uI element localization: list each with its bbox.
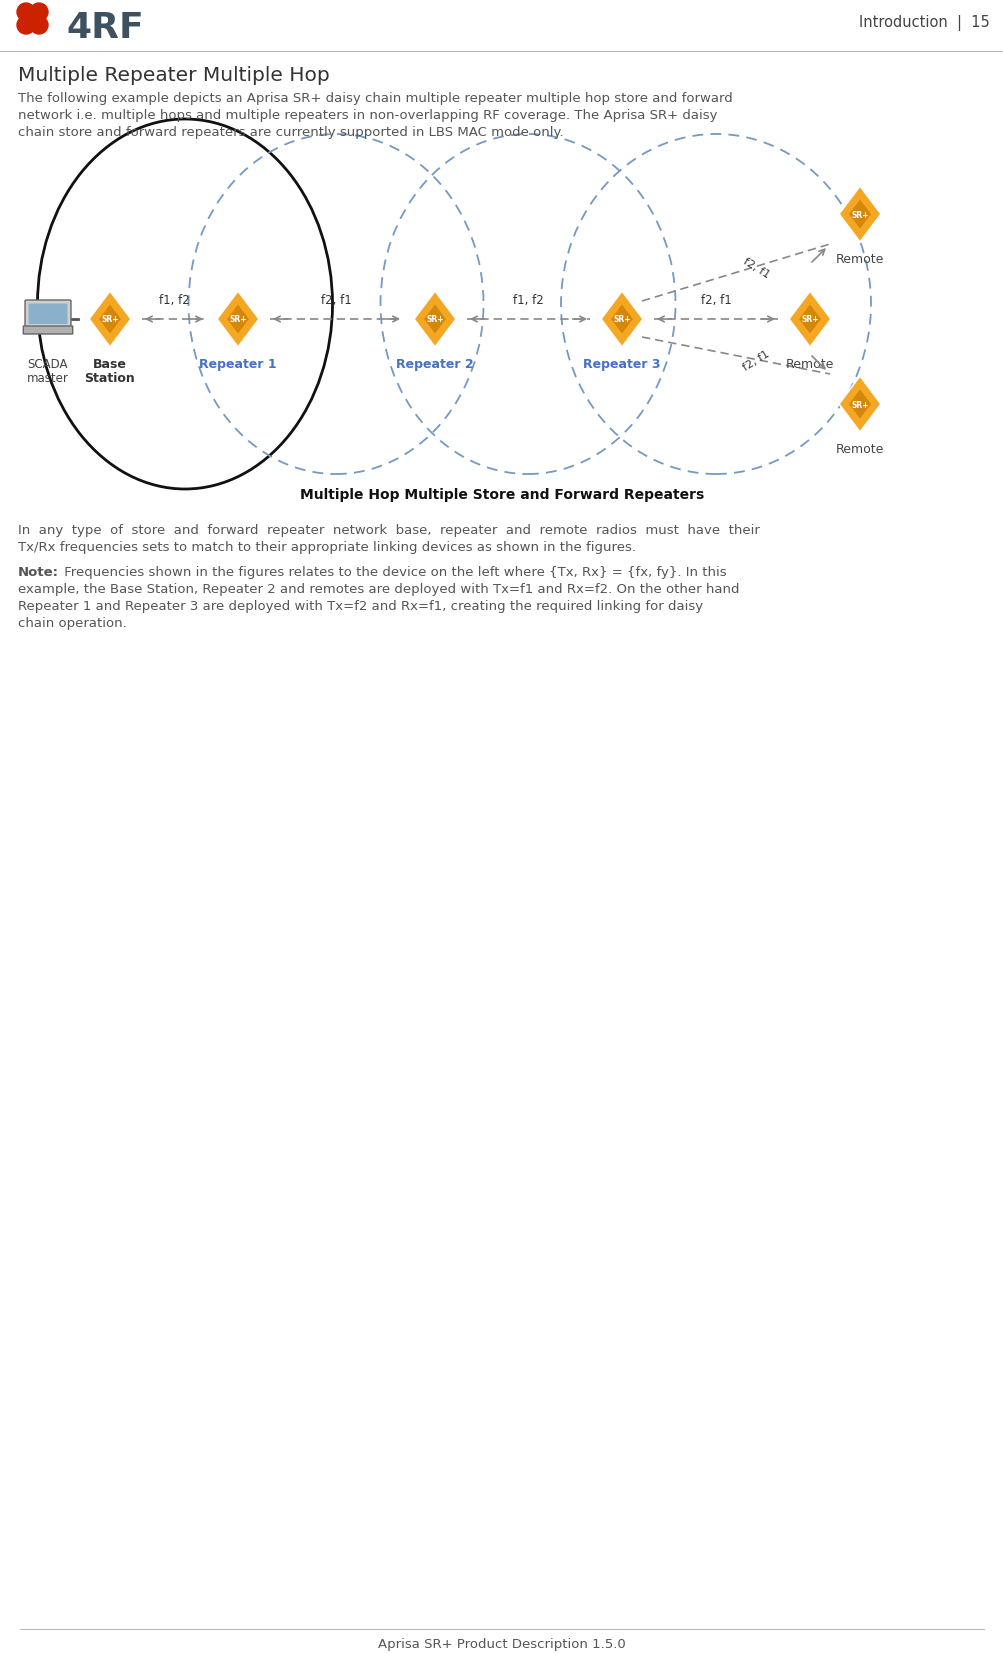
Text: f2, f1: f2, f1 xyxy=(320,295,351,306)
Text: network i.e. multiple hops and multiple repeaters in non-overlapping RF coverage: network i.e. multiple hops and multiple … xyxy=(18,109,717,122)
Text: Station: Station xyxy=(84,372,135,384)
Text: Repeater 2: Repeater 2 xyxy=(396,357,473,371)
Text: f2, f1: f2, f1 xyxy=(700,295,730,306)
Polygon shape xyxy=(227,305,249,334)
Circle shape xyxy=(30,17,48,35)
Text: Introduction  |  15: Introduction | 15 xyxy=(859,15,989,31)
Circle shape xyxy=(17,17,35,35)
Text: In  any  type  of  store  and  forward  repeater  network  base,  repeater  and : In any type of store and forward repeate… xyxy=(18,523,759,536)
Text: f1, f2: f1, f2 xyxy=(158,295,190,306)
Polygon shape xyxy=(99,305,120,334)
Text: 4RF: 4RF xyxy=(66,12,143,45)
Text: Multiple Hop Multiple Store and Forward Repeaters: Multiple Hop Multiple Store and Forward … xyxy=(300,488,703,501)
Polygon shape xyxy=(413,291,455,348)
Text: SR+: SR+ xyxy=(851,401,868,409)
Text: SR+: SR+ xyxy=(613,316,630,324)
Text: SR+: SR+ xyxy=(851,210,868,220)
Polygon shape xyxy=(849,391,870,419)
Text: SCADA: SCADA xyxy=(28,357,68,371)
Text: Aprisa SR+ Product Description 1.5.0: Aprisa SR+ Product Description 1.5.0 xyxy=(378,1637,625,1650)
Text: Repeater 1 and Repeater 3 are deployed with Tx=f2 and Rx=f1, creating the requir: Repeater 1 and Repeater 3 are deployed w… xyxy=(18,599,702,612)
Text: Remote: Remote xyxy=(785,357,833,371)
Circle shape xyxy=(17,3,35,22)
Circle shape xyxy=(30,3,48,22)
Text: master: master xyxy=(27,372,69,384)
FancyBboxPatch shape xyxy=(23,326,72,334)
Polygon shape xyxy=(601,291,642,348)
Text: SR+: SR+ xyxy=(101,316,118,324)
Polygon shape xyxy=(798,305,820,334)
Text: example, the Base Station, Repeater 2 and remotes are deployed with Tx=f1 and Rx: example, the Base Station, Repeater 2 an… xyxy=(18,583,739,596)
Text: Note:: Note: xyxy=(18,566,59,579)
Text: Tx/Rx frequencies sets to match to their appropriate linking devices as shown in: Tx/Rx frequencies sets to match to their… xyxy=(18,541,635,554)
Text: Base: Base xyxy=(93,357,126,371)
FancyBboxPatch shape xyxy=(25,301,71,328)
Polygon shape xyxy=(611,305,632,334)
Polygon shape xyxy=(788,291,830,348)
Polygon shape xyxy=(217,291,259,348)
Polygon shape xyxy=(849,200,870,230)
Text: Repeater 3: Repeater 3 xyxy=(583,357,660,371)
FancyBboxPatch shape xyxy=(28,305,67,324)
Polygon shape xyxy=(839,187,880,243)
Text: Remote: Remote xyxy=(834,444,884,455)
Polygon shape xyxy=(89,291,130,348)
Text: f2, f1: f2, f1 xyxy=(740,349,770,372)
Text: Multiple Repeater Multiple Hop: Multiple Repeater Multiple Hop xyxy=(18,66,329,84)
Text: SR+: SR+ xyxy=(229,316,247,324)
Text: SR+: SR+ xyxy=(800,316,817,324)
Text: SR+: SR+ xyxy=(426,316,443,324)
Text: Remote: Remote xyxy=(834,253,884,266)
Text: f1, f2: f1, f2 xyxy=(513,295,543,306)
Text: The following example depicts an Aprisa SR+ daisy chain multiple repeater multip: The following example depicts an Aprisa … xyxy=(18,93,732,104)
Polygon shape xyxy=(839,377,880,432)
Text: Frequencies shown in the figures relates to the device on the left where {Tx, Rx: Frequencies shown in the figures relates… xyxy=(60,566,726,579)
Polygon shape xyxy=(423,305,445,334)
Text: chain store and forward repeaters are currently supported in LBS MAC mode only.: chain store and forward repeaters are cu… xyxy=(18,126,563,139)
Text: Repeater 1: Repeater 1 xyxy=(199,357,277,371)
Text: f2, f1: f2, f1 xyxy=(740,257,770,280)
Text: chain operation.: chain operation. xyxy=(18,617,126,629)
